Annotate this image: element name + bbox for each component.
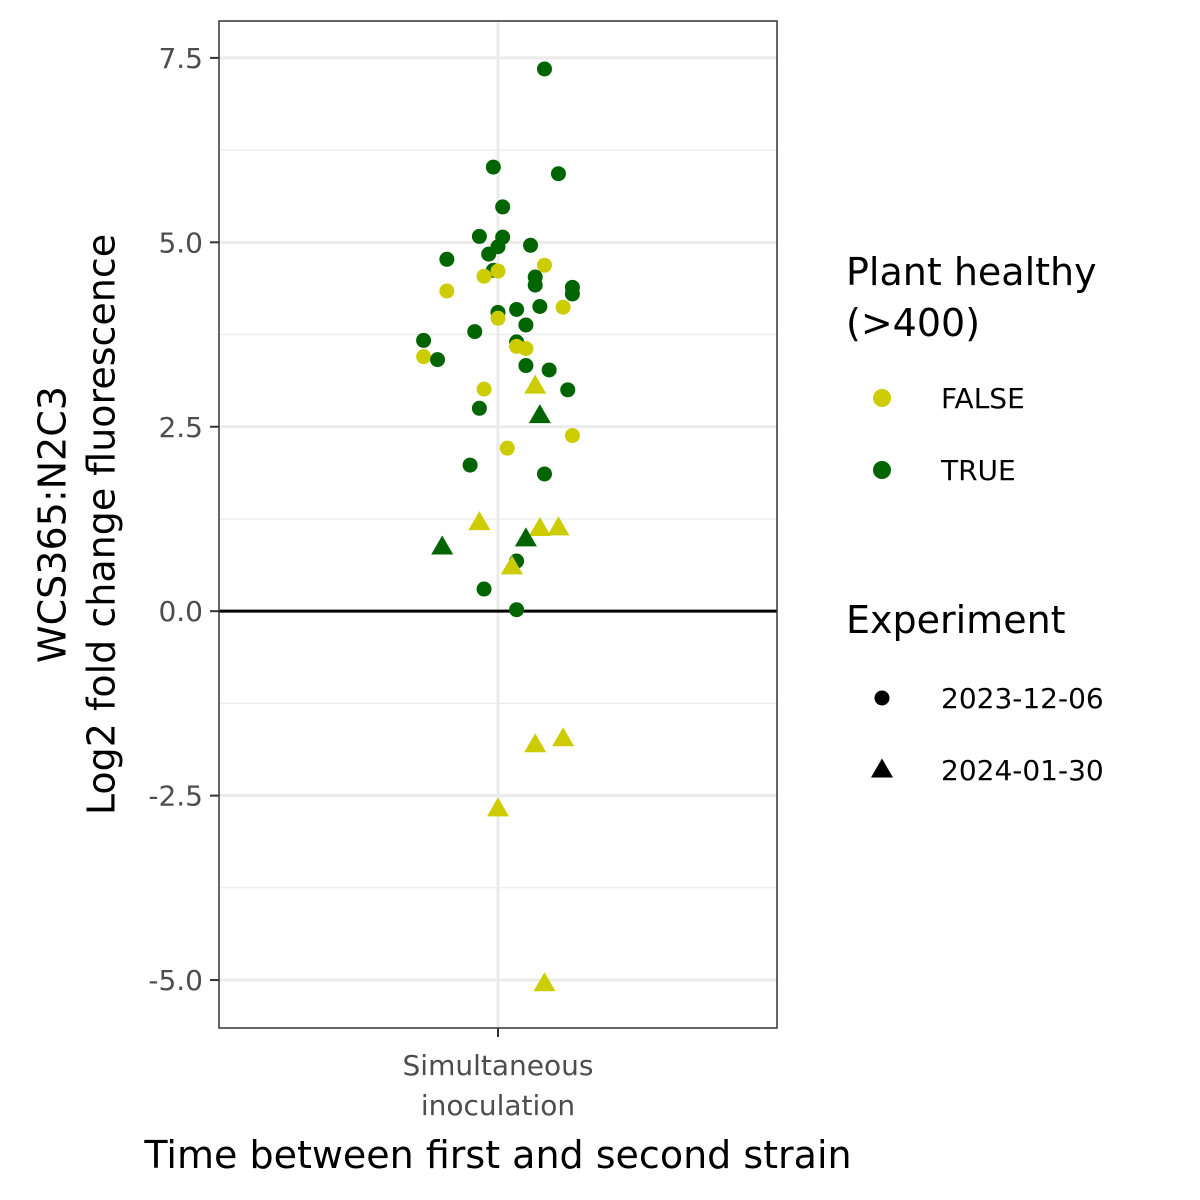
point-circle	[462, 457, 478, 473]
point-triangle	[431, 535, 454, 555]
point-circle	[555, 299, 571, 315]
point-triangle	[468, 511, 491, 531]
legend-key-circle	[874, 690, 890, 706]
point-circle	[490, 310, 506, 326]
point-circle	[481, 246, 497, 262]
y-tick-label: 0.0	[158, 595, 203, 628]
legend-label: TRUE	[940, 454, 1016, 487]
point-circle	[537, 466, 552, 482]
point-circle	[416, 332, 432, 348]
point-circle	[509, 301, 525, 317]
point-triangle	[552, 727, 575, 747]
point-circle	[476, 581, 492, 597]
point-circle	[416, 349, 432, 365]
point-circle	[430, 352, 446, 368]
x-axis-title: Time between first and second strain	[143, 1133, 851, 1177]
legend-label: FALSE	[941, 382, 1025, 415]
point-circle	[518, 341, 534, 357]
legend-title: Experiment	[846, 598, 1066, 642]
point-circle	[564, 428, 580, 444]
point-triangle	[500, 555, 523, 575]
legend-plant-healthy: Plant healthy (>400) FALSE TRUE	[846, 250, 1097, 487]
point-circle	[537, 257, 552, 273]
point-circle	[476, 381, 492, 397]
point-circle	[518, 317, 534, 333]
y-tick-label: -5.0	[148, 964, 203, 997]
point-triangle	[528, 517, 551, 537]
point-circle	[560, 382, 576, 398]
y-axis-title-line: Log2 fold change fluorescence	[80, 234, 124, 815]
point-circle	[509, 602, 525, 618]
y-tick-label: 2.5	[158, 411, 203, 444]
y-tick-label: 7.5	[158, 42, 203, 75]
y-tick-label: 5.0	[158, 226, 203, 259]
x-tick-label: Simultaneous	[403, 1049, 594, 1082]
legend-key-triangle	[871, 758, 893, 778]
x-tick-label: inoculation	[421, 1089, 575, 1122]
y-axis-title: WCS365:N2C3 Log2 fold change fluorescence	[31, 234, 124, 815]
legend-key-circle	[873, 389, 891, 407]
point-circle	[541, 362, 557, 378]
point-triangle	[528, 404, 551, 424]
legend-title: (>400)	[846, 301, 980, 345]
point-circle	[532, 299, 548, 315]
point-circle	[471, 400, 487, 416]
point-circle	[439, 251, 455, 267]
point-circle	[490, 263, 506, 279]
legend-experiment: Experiment 2023-12-06 2024-01-30	[846, 598, 1104, 787]
point-circle	[485, 159, 501, 175]
point-circle	[523, 237, 539, 253]
point-circle	[495, 199, 511, 215]
point-triangle	[524, 733, 547, 753]
point-triangle	[533, 972, 556, 992]
point-circle	[439, 283, 455, 299]
point-circle	[476, 268, 492, 284]
y-axis-title-line: WCS365:N2C3	[31, 386, 75, 663]
point-circle	[499, 440, 515, 456]
legend-label: 2023-12-06	[941, 682, 1104, 715]
y-tick-label: -2.5	[148, 780, 203, 813]
point-triangle	[487, 797, 509, 817]
legends: Plant healthy (>400) FALSE TRUE Experiment 20…	[846, 250, 1104, 787]
point-triangle	[514, 527, 537, 547]
data-points	[416, 61, 580, 992]
point-triangle	[524, 374, 547, 394]
point-circle	[471, 228, 487, 244]
legend-key-circle	[873, 461, 891, 479]
point-circle	[467, 324, 483, 340]
legend-title: Plant healthy	[846, 250, 1097, 294]
axes: 7.5 5.0 2.5 0.0 -2.5 -5.0 Simultaneous inoculat…	[148, 42, 593, 1122]
point-circle	[527, 277, 543, 293]
legend-label: 2024-01-30	[941, 754, 1104, 787]
point-circle	[564, 286, 580, 302]
point-circle	[537, 61, 552, 77]
point-circle	[550, 166, 566, 182]
point-triangle	[547, 516, 570, 536]
point-circle	[518, 358, 534, 374]
